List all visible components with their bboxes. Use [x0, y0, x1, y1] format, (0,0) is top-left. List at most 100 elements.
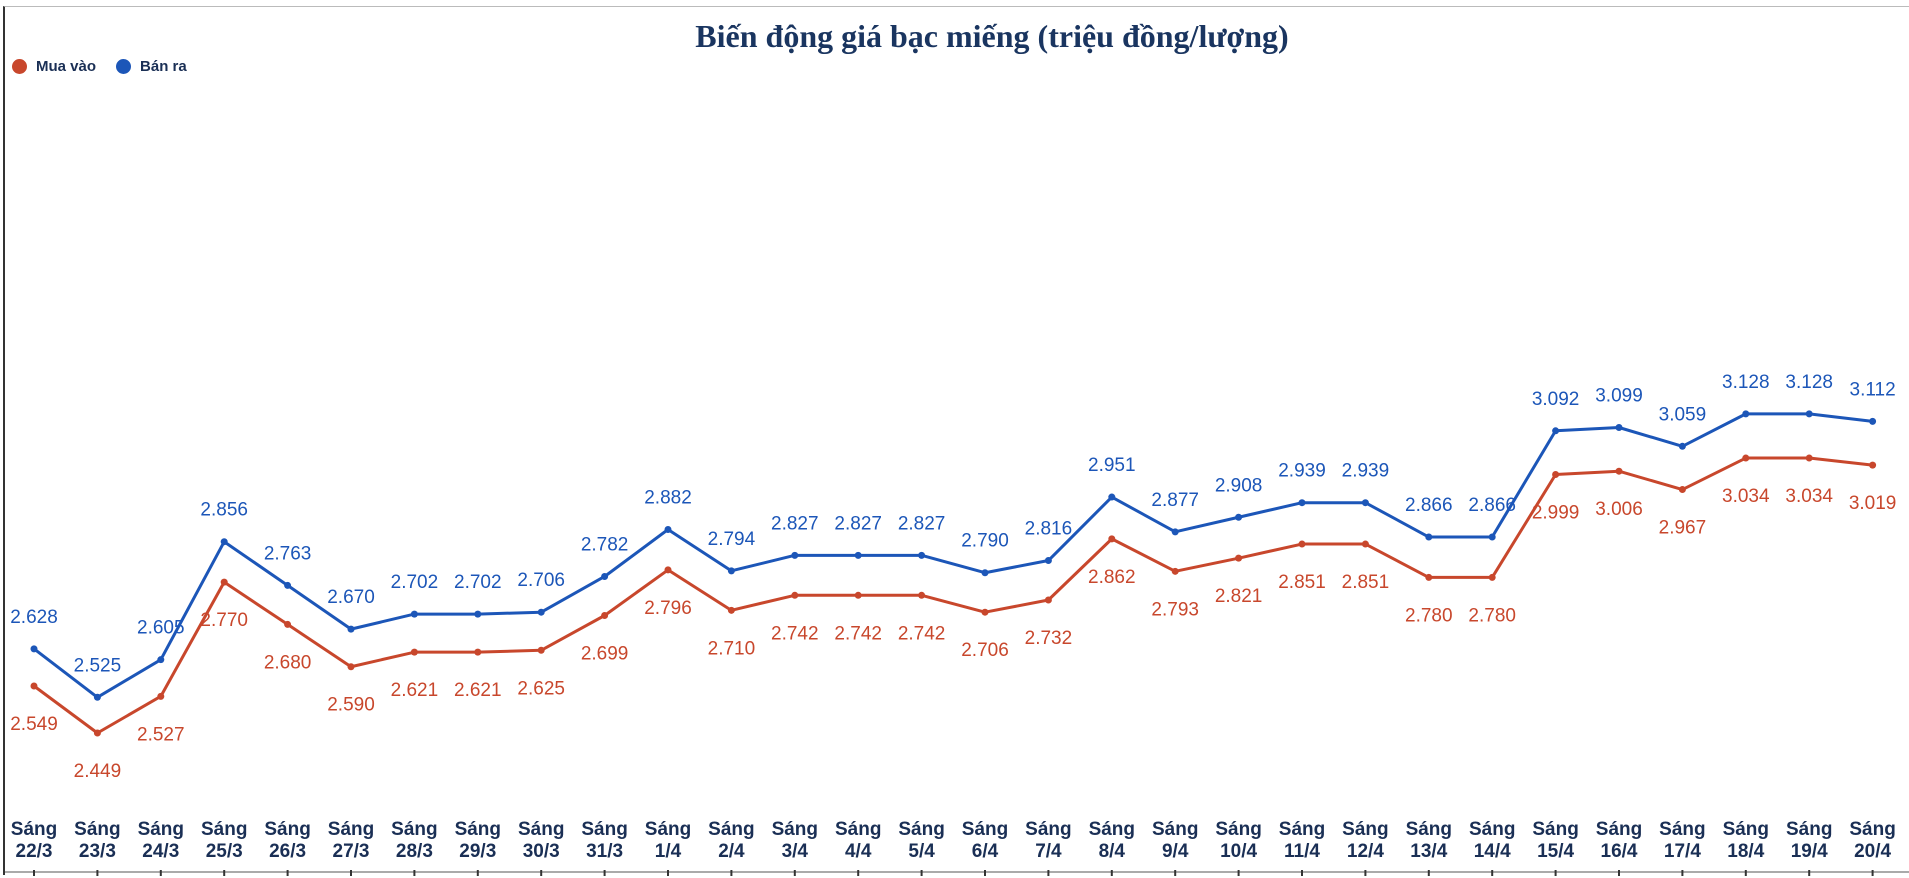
data-point: [93, 693, 101, 701]
x-tick-label: Sáng 18/4: [1723, 819, 1769, 862]
data-label: 3.034: [1722, 486, 1770, 507]
data-point: [791, 591, 799, 599]
x-tick-label: Sáng 6/4: [962, 819, 1008, 862]
data-label: 2.866: [1468, 495, 1516, 516]
data-point: [537, 608, 545, 616]
data-point: [1171, 528, 1179, 536]
data-label: 2.621: [454, 680, 502, 701]
data-label: 3.128: [1722, 372, 1770, 393]
data-point: [474, 648, 482, 656]
data-point: [1171, 567, 1179, 575]
data-label: 3.006: [1595, 499, 1643, 520]
data-label: 2.851: [1342, 572, 1390, 593]
data-point: [664, 566, 672, 574]
x-tick-label: Sáng 25/3: [201, 819, 247, 862]
data-point: [1742, 454, 1750, 462]
data-label: 2.670: [327, 587, 375, 608]
data-label: 2.527: [137, 724, 185, 745]
x-tick-label: Sáng 31/3: [581, 819, 627, 862]
series-line-sell: [33, 412, 1873, 699]
data-point: [1044, 596, 1052, 604]
data-label: 2.862: [1088, 567, 1136, 588]
data-label: 2.702: [391, 572, 439, 593]
x-tick-label: Sáng 28/3: [391, 819, 437, 862]
data-label: 2.866: [1405, 495, 1453, 516]
data-point: [410, 648, 418, 656]
legend-label-buy: Mua vào: [36, 58, 97, 75]
data-label: 2.780: [1405, 605, 1453, 626]
data-point: [30, 645, 38, 653]
x-tick-label: Sáng 19/4: [1786, 819, 1832, 862]
data-point: [93, 729, 101, 737]
x-tick-label: Sáng 20/4: [1849, 819, 1895, 862]
x-tick-label: Sáng 13/4: [1406, 819, 1452, 862]
data-point: [918, 551, 926, 559]
data-point: [1425, 533, 1433, 541]
x-tick-label: Sáng 23/3: [74, 819, 120, 862]
x-tick-label: Sáng 10/4: [1215, 819, 1261, 862]
x-tick-label: Sáng 2/4: [708, 819, 754, 862]
x-tick-label: Sáng 17/4: [1659, 819, 1705, 862]
data-label: 2.449: [74, 761, 122, 782]
data-label: 2.851: [1278, 572, 1326, 593]
data-point: [1552, 471, 1560, 478]
data-label: 2.549: [10, 714, 58, 735]
data-label: 2.816: [1025, 519, 1073, 540]
data-point: [664, 525, 672, 533]
x-tick-label: Sáng 27/3: [328, 819, 374, 862]
x-tick-label: Sáng 8/4: [1089, 819, 1135, 862]
data-label: 2.605: [137, 618, 185, 639]
data-label: 2.770: [200, 610, 248, 631]
data-label: 2.710: [708, 638, 756, 659]
data-point: [157, 692, 165, 700]
data-point: [474, 610, 482, 618]
data-label: 2.742: [898, 623, 946, 644]
data-point: [1361, 499, 1369, 507]
data-point: [1298, 540, 1306, 548]
x-tick-label: Sáng 24/3: [138, 819, 184, 862]
data-label: 3.034: [1785, 486, 1833, 507]
data-point: [1425, 573, 1433, 581]
data-point: [30, 682, 38, 690]
data-label: 2.680: [264, 652, 312, 673]
data-point: [157, 656, 165, 664]
data-label: 3.128: [1785, 372, 1833, 393]
data-point: [1235, 513, 1243, 521]
data-point: [537, 646, 545, 654]
data-point: [1488, 573, 1496, 581]
x-tick-label: Sáng 29/3: [455, 819, 501, 862]
x-tick-label: Sáng 22/3: [11, 819, 57, 862]
data-label: 2.742: [834, 623, 882, 644]
data-point: [981, 569, 989, 577]
data-point: [1235, 554, 1243, 562]
x-tick-label: Sáng 9/4: [1152, 819, 1198, 862]
x-tick-label: Sáng 26/3: [264, 819, 310, 862]
data-label: 3.099: [1595, 386, 1643, 407]
data-point: [1298, 499, 1306, 507]
data-point: [220, 538, 228, 546]
x-tick-label: Sáng 14/4: [1469, 819, 1515, 862]
data-point: [1108, 493, 1116, 501]
chart-frame: [3, 6, 1909, 875]
data-point: [854, 591, 862, 599]
data-label: 2.732: [1025, 628, 1073, 649]
x-tick-label: Sáng 5/4: [898, 819, 944, 862]
data-point: [1678, 442, 1686, 450]
data-label: 2.763: [264, 543, 312, 564]
data-label: 2.856: [200, 500, 248, 521]
data-point: [601, 572, 609, 580]
x-tick-label: Sáng 3/4: [772, 819, 818, 862]
data-label: 2.590: [327, 695, 375, 716]
data-label: 3.112: [1850, 379, 1896, 400]
data-point: [1805, 454, 1813, 462]
data-point: [1678, 486, 1686, 494]
data-point: [1615, 424, 1623, 431]
data-point: [1044, 557, 1052, 565]
data-label: 2.827: [834, 513, 882, 534]
data-label: 3.019: [1849, 493, 1897, 514]
x-tick-label: Sáng 1/4: [645, 819, 691, 862]
data-point: [1742, 410, 1750, 418]
data-point: [918, 591, 926, 599]
x-tick-label: Sáng 30/3: [518, 819, 564, 862]
